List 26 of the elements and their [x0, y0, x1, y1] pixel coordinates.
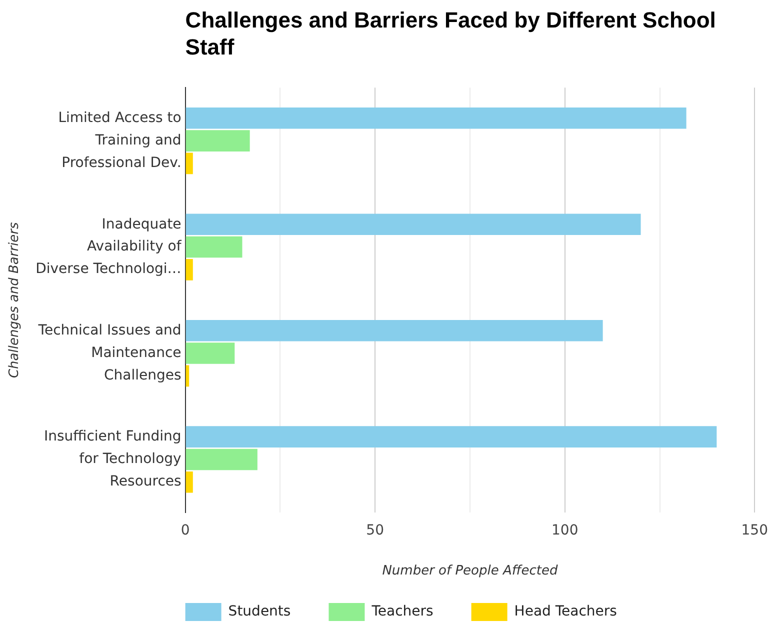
y-tick-label: Insufficient Funding for Technology Resources [44, 428, 182, 490]
x-tick-label: 0 [180, 522, 190, 539]
legend-label: Head Teachers [514, 604, 617, 620]
bar [186, 426, 717, 448]
y-tick-label: Technical Issues and Maintenance Challenges [37, 322, 182, 384]
x-tick-label: 150 [741, 522, 768, 539]
y-tick-label: Limited Access to Training and Professional Dev. [58, 110, 182, 171]
bar [186, 152, 193, 174]
bar [186, 130, 250, 152]
bar [186, 107, 686, 129]
x-tick-label: 100 [551, 522, 578, 539]
bar [186, 214, 641, 236]
legend-label: Teachers [370, 604, 434, 620]
bar [186, 342, 235, 364]
x-axis-title: Number of People Affected [382, 564, 558, 579]
y-axis-title: Challenges and Barriers [7, 222, 22, 378]
x-tick-label: 50 [366, 522, 384, 539]
chart-title: Challenges and Barriers Faced by Different School Staff [185, 7, 716, 60]
bar [186, 471, 193, 493]
bar [186, 259, 193, 280]
bar [186, 236, 242, 258]
y-tick-label: Inadequate Availability of Diverse Technologi… [36, 216, 182, 278]
bar [186, 448, 258, 470]
legend-label: Students [228, 604, 291, 620]
bar [186, 365, 190, 387]
bar [186, 320, 603, 342]
